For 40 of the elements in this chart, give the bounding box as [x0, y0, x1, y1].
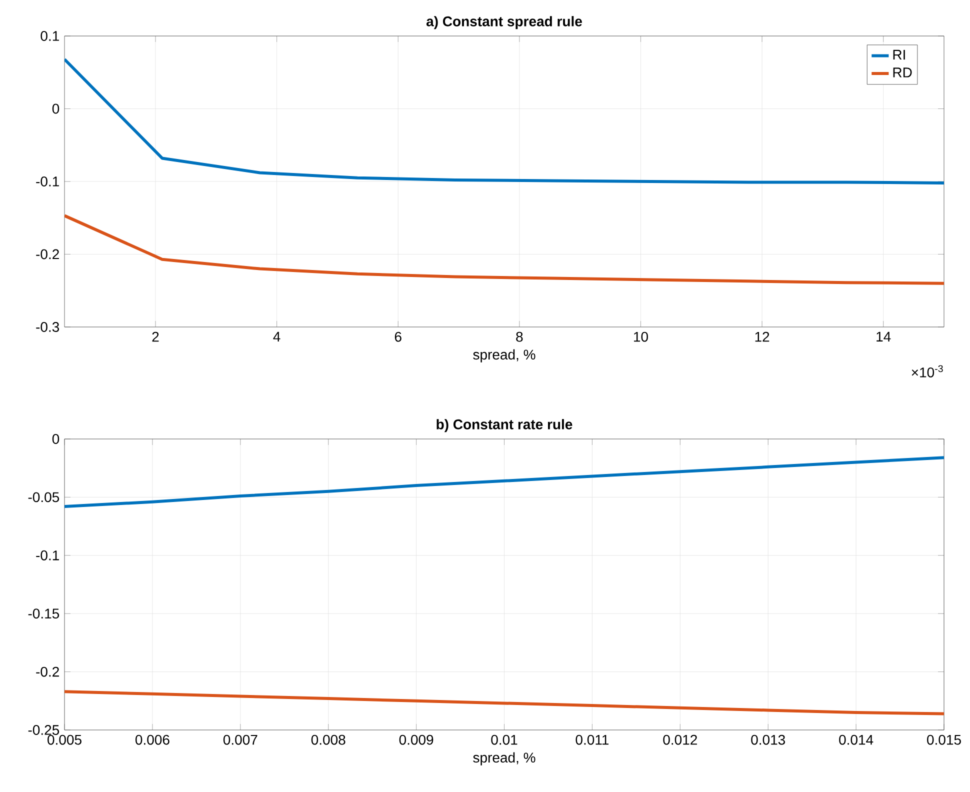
- x-tick-label: 0.013: [751, 734, 785, 745]
- y-tick-label: 0.1: [40, 31, 59, 41]
- y-tick-label: -0.2: [36, 666, 59, 677]
- x-tick-label: 2: [152, 332, 159, 342]
- x-tick-label: 6: [394, 332, 402, 342]
- x-tick-label: 0.011: [576, 734, 609, 745]
- legend-label: RD: [893, 68, 912, 78]
- chart-title: b) Constant rate rule: [436, 419, 572, 432]
- x-tick-label: 4: [273, 332, 280, 342]
- y-tick-label: -0.1: [36, 176, 59, 186]
- x-axis-title: spread, %: [473, 349, 536, 362]
- y-tick-label: -0.25: [28, 725, 60, 735]
- x-tick-label: 0.007: [223, 734, 258, 745]
- y-tick-label: -0.15: [28, 608, 60, 619]
- x-tick-label: 0.005: [48, 734, 82, 745]
- y-tick-label: 0: [52, 104, 60, 114]
- x-tick-label: 10: [634, 332, 648, 342]
- chart-title: a) Constant spread rule: [426, 16, 582, 30]
- x-tick-label: 0.008: [311, 734, 346, 745]
- x-tick-label: 0.006: [135, 734, 170, 745]
- x-tick-label: 0.009: [399, 734, 434, 745]
- x-tick-label: 0.01: [491, 734, 518, 745]
- y-tick-label: -0.2: [36, 249, 59, 260]
- line-series: [64, 58, 944, 184]
- x-tick-label: 12: [755, 332, 770, 342]
- y-tick-label: -0.1: [36, 550, 59, 560]
- y-tick-label: -0.05: [28, 492, 60, 502]
- y-tick-label: 0: [52, 434, 60, 444]
- y-tick-label: -0.3: [36, 322, 60, 332]
- line-series: [64, 690, 944, 716]
- x-tick-label: 0.012: [663, 734, 697, 745]
- x-tick-label: 0.015: [927, 734, 961, 745]
- x-tick-label: 8: [516, 332, 523, 342]
- line-series: [64, 456, 944, 508]
- x-axis-title: spread, %: [473, 752, 536, 766]
- x-tick-label: 14: [876, 332, 891, 342]
- line-series: [64, 214, 944, 285]
- x-tick-label: 0.014: [839, 734, 874, 745]
- legend-label: RI: [893, 50, 905, 60]
- text: ×10$^{-3}$: [912, 365, 943, 378]
